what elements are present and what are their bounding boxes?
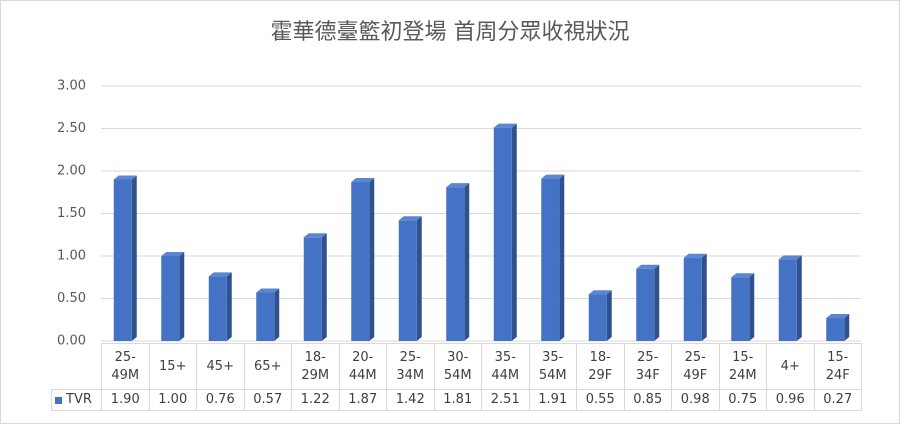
bar-top [778, 255, 802, 260]
data-table-value: 1.00 [148, 389, 197, 411]
bar-side [654, 264, 660, 341]
bar-top [351, 178, 375, 183]
data-table-value: 0.98 [671, 389, 720, 411]
bar-top [683, 253, 707, 258]
bar-top [161, 252, 185, 256]
bar [161, 256, 180, 341]
bar [731, 277, 750, 341]
bar-side [321, 233, 327, 341]
x-tick-label: 18-29F [576, 343, 625, 390]
chart-title: 霍華德臺籃初登場 首周分眾收視狀況 [271, 20, 630, 45]
data-table-value: 1.22 [291, 389, 340, 411]
bar-side [179, 252, 185, 341]
bar-top [208, 272, 232, 277]
bar [446, 187, 465, 341]
bar-side [511, 123, 517, 342]
bar-side [606, 290, 612, 341]
bar-top [588, 290, 612, 295]
bar [493, 127, 512, 342]
x-tick-label: 25-34F [623, 343, 672, 390]
bar-top [541, 174, 565, 179]
bar-top [446, 183, 470, 188]
bar [208, 276, 227, 341]
bar-top [826, 314, 850, 319]
legend-key [55, 396, 62, 404]
x-tick-label: 4+ [766, 343, 815, 390]
legend-label: TVR [66, 392, 92, 407]
y-tick-label: 2.00 [57, 164, 86, 179]
data-table-value: 1.81 [433, 389, 482, 411]
x-tick-label: 15-24F [813, 343, 862, 390]
x-tick-label: 25-49F [671, 343, 720, 390]
bar-side [796, 255, 802, 341]
data-table-value: 0.96 [766, 389, 815, 411]
bar [826, 318, 845, 341]
bar-side [749, 273, 755, 341]
bar [683, 257, 702, 341]
bar-top [731, 273, 755, 278]
bar-side [416, 216, 422, 341]
bar-side [701, 253, 707, 341]
x-tick-label: 65+ [243, 343, 292, 390]
bar [541, 178, 560, 341]
x-tick-label: 25-49M [101, 343, 150, 390]
data-table-value: 0.75 [718, 389, 767, 411]
data-table-value: 0.85 [623, 389, 672, 411]
data-table-value: 1.87 [338, 389, 387, 411]
data-table-value: 1.42 [386, 389, 435, 411]
legend-cell: TVR [51, 389, 102, 411]
bar-top [256, 288, 280, 293]
bar-top [113, 175, 137, 180]
bar [113, 179, 132, 341]
data-table-value: 0.55 [576, 389, 625, 411]
data-table-value: 0.57 [243, 389, 292, 411]
bar [778, 259, 797, 341]
bar-side [369, 178, 375, 341]
y-tick-label: 1.00 [57, 249, 86, 264]
bar [256, 292, 275, 341]
bar-side [844, 314, 850, 341]
bar [636, 268, 655, 341]
bar-side [131, 175, 137, 341]
bar-top [398, 216, 422, 221]
data-table-value: 0.27 [813, 389, 862, 411]
y-tick-label: 2.50 [57, 121, 86, 136]
x-tick-label: 20-44M [338, 343, 387, 390]
data-table-value: 1.91 [528, 389, 577, 411]
x-tick-label: 15-24M [718, 343, 767, 390]
data-table-value: 1.90 [101, 389, 150, 411]
y-tick-label: 1.50 [57, 206, 86, 221]
y-tick-label: 0.50 [57, 291, 86, 306]
bar [303, 237, 322, 341]
y-tick-label: 0.00 [57, 334, 86, 349]
bar-side [274, 288, 280, 341]
data-table-value: 2.51 [481, 389, 530, 411]
x-tick-label: 25-34M [386, 343, 435, 390]
x-tick-label: 35-44M [481, 343, 530, 390]
bar-top [303, 233, 327, 238]
x-tick-label: 18-29M [291, 343, 340, 390]
x-tick-label: 30-54M [433, 343, 482, 390]
bar-top [636, 264, 660, 269]
x-tick-label: 35-54M [528, 343, 577, 390]
y-tick-label: 3.00 [57, 79, 86, 94]
bar-side [559, 174, 565, 341]
bar-side [464, 183, 470, 341]
bar-top [493, 123, 517, 128]
bar [588, 294, 607, 341]
bar [351, 182, 370, 341]
x-tick-label: 45+ [196, 343, 245, 390]
bar [398, 220, 417, 341]
bar-side [226, 272, 232, 341]
x-tick-label: 15+ [148, 343, 197, 390]
data-table-value: 0.76 [196, 389, 245, 411]
